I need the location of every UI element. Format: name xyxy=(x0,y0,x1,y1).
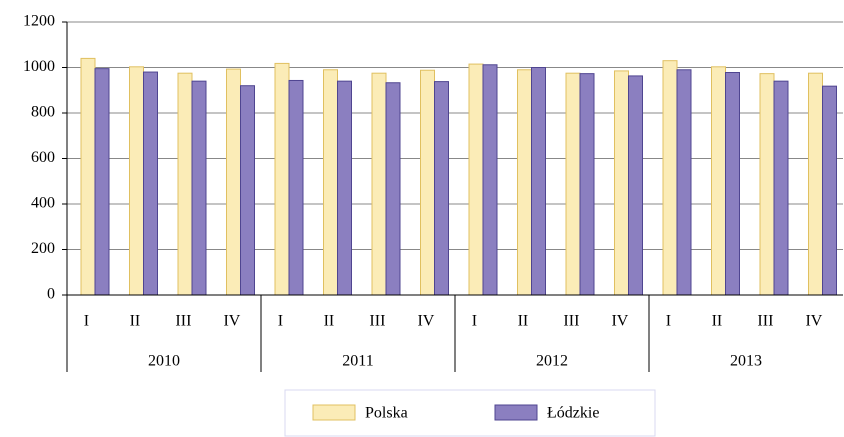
x-tick-label: III xyxy=(757,313,773,330)
x-tick-label: III xyxy=(563,313,579,330)
bar xyxy=(191,80,207,296)
x-tick-label: IV xyxy=(805,313,822,330)
y-tick-label: 1000 xyxy=(23,58,55,75)
group-label: 2012 xyxy=(536,353,568,370)
bar xyxy=(274,62,290,296)
legend-swatch xyxy=(494,404,538,421)
x-tick-label: III xyxy=(369,313,385,330)
x-tick-label: II xyxy=(712,313,723,330)
y-tick-label: 800 xyxy=(31,104,55,121)
x-tick-label: I xyxy=(666,313,671,330)
x-tick-label: II xyxy=(518,313,529,330)
x-tick-label: IV xyxy=(611,313,628,330)
bar xyxy=(662,60,678,296)
bar xyxy=(94,68,110,296)
bar xyxy=(482,64,498,296)
bar xyxy=(773,80,789,296)
bar xyxy=(385,82,401,296)
legend-swatch xyxy=(312,404,356,421)
bar xyxy=(80,57,96,296)
bar xyxy=(822,85,837,296)
bar xyxy=(226,68,241,296)
bar xyxy=(240,85,255,296)
bar xyxy=(711,66,726,296)
bar xyxy=(420,69,435,296)
legend-label: Polska xyxy=(365,405,408,422)
legend-label: Łódzkie xyxy=(547,405,599,422)
bar xyxy=(371,72,387,296)
bar xyxy=(579,73,595,296)
bar xyxy=(337,80,352,296)
x-tick-label: I xyxy=(84,313,89,330)
bar xyxy=(468,63,484,296)
bar xyxy=(614,70,629,296)
bar xyxy=(531,67,546,296)
group-label: 2011 xyxy=(342,353,373,370)
x-tick-label: II xyxy=(324,313,335,330)
bar xyxy=(808,72,823,296)
x-tick-label: II xyxy=(130,313,141,330)
y-tick-label: 1200 xyxy=(23,13,55,30)
bar xyxy=(759,73,775,296)
y-tick-label: 200 xyxy=(31,240,55,257)
bar xyxy=(177,72,193,296)
bar xyxy=(628,75,643,296)
x-tick-label: I xyxy=(472,313,477,330)
bar xyxy=(288,79,304,296)
x-tick-label: III xyxy=(175,313,191,330)
group-label: 2013 xyxy=(730,353,762,370)
bar xyxy=(434,81,449,296)
y-tick-label: 600 xyxy=(31,149,55,166)
x-tick-label: IV xyxy=(223,313,240,330)
bar xyxy=(129,66,144,296)
bar xyxy=(143,71,158,296)
y-tick-label: 0 xyxy=(47,286,55,303)
group-label: 2010 xyxy=(148,353,180,370)
x-tick-label: IV xyxy=(417,313,434,330)
bar xyxy=(517,69,532,296)
x-tick-label: I xyxy=(278,313,283,330)
bar xyxy=(725,72,740,296)
bar xyxy=(676,69,692,296)
bar xyxy=(565,72,581,296)
bar xyxy=(323,69,338,296)
y-tick-label: 400 xyxy=(31,195,55,212)
